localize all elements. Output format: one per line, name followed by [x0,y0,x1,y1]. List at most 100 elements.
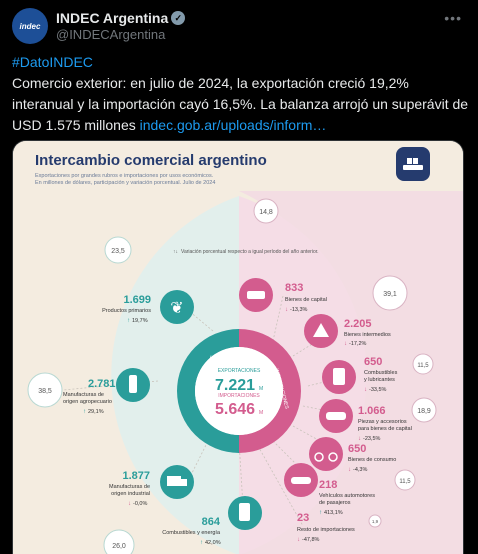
export-item-moa: 2.781 Manufacturas de origen agropecuari… [63,368,150,415]
import-label: Piezas y accesorios [358,419,407,425]
import-change: -17,2% [349,341,367,347]
export-item-primarios: ❦ 1.699 Productos primarios ↑ 19,7% [102,290,194,324]
bubble-14-8: 14,8 [259,209,273,216]
author-row: INDEC Argentina ✓ [56,10,186,26]
center-imp-label: IMPORTACIONES [218,393,260,399]
bubble-23-5: 23,5 [111,248,125,255]
post-image[interactable]: Intercambio comercial argentino Exportac… [12,140,464,554]
down-arrow-icon: ↓ [297,537,300,543]
author-handle[interactable]: @INDECArgentina [56,27,166,42]
center-imp-unit: M [259,410,263,416]
import-value: 1.066 [358,405,386,417]
center-exp-unit: M [259,386,263,392]
bicycle-icon [314,452,324,462]
export-label: Productos primarios [102,308,151,314]
share-bubbles: 14,8 23,5 39,1 38,5 11,5 18,9 11,5 26,0 … [27,198,437,554]
down-arrow-icon: ↓ [128,501,131,507]
import-change: -33,5% [369,387,387,393]
post-body: Comercio exterior: en julio de 2024, la … [12,75,469,133]
import-item-combustibles: 650 Combustibles y lubricantes ↓ -33,5% [322,356,398,394]
bubble-11-5-a: 11,5 [417,363,429,369]
center-exp-label: EXPORTACIONES [218,368,261,374]
more-icon[interactable]: ••• [444,10,462,26]
car-icon [291,477,311,484]
truck-icon [167,476,181,486]
import-change: 413,1% [324,510,343,516]
import-label-2: y lubricantes [364,377,395,383]
center-exp-value: 7.221 [215,377,255,394]
center-imp-value: 5.646 [215,401,255,418]
export-item-moi: 1.877 Manufacturas de origen industrial … [109,465,194,507]
import-label: Vehículos automotores [319,493,375,499]
export-change: 42,0% [205,540,221,546]
post-text: #DatoINDEC Comercio exterior: en julio d… [12,52,472,136]
up-arrow-icon: ↑ [200,540,203,546]
export-value: 1.877 [122,470,150,482]
export-label: Manufacturas de [109,484,150,490]
legend-note: Variación porcentual respecto a igual pe… [181,249,319,255]
down-arrow-icon: ↓ [344,341,347,347]
avatar-text: indec [19,21,41,31]
import-change: -23,5% [363,436,381,442]
tractor-icon [247,291,265,299]
avatar[interactable]: indec [12,8,48,44]
import-change: -47,8% [302,537,320,543]
verified-badge-icon: ✓ [171,11,186,25]
export-change: 19,7% [132,318,148,324]
export-label-2: origen agropecuario [63,399,112,405]
import-item-piezas: 1.066 Piezas y accesorios para bienes de… [319,399,412,442]
import-label: Resto de importaciones [297,527,355,533]
import-label: Bienes intermedios [344,332,391,338]
import-label: Bienes de consumo [348,457,396,463]
bottle-icon [129,375,137,393]
export-label: Manufacturas de [63,392,104,398]
import-label: Bienes de capital [285,297,327,303]
up-arrow-icon: ↑ [127,318,130,324]
import-label-2: para bienes de capital [358,426,412,432]
down-arrow-icon: ↓ [348,467,351,473]
import-value: 650 [348,443,366,455]
bubble-18-9: 18,9 [417,408,431,415]
import-label-2: de pasajeros [319,500,351,506]
import-label: Combustibles [364,370,398,376]
infographic-subtitle-1: Exportaciones por grandes rubros e impor… [35,173,214,179]
export-value: 2.781 [88,378,116,390]
bubble-38-5: 38,5 [38,388,52,395]
export-value: 864 [202,516,221,528]
ship-icon [403,158,423,170]
center-donut: EXPORTACIONES IMPORTACIONES EXPORTACIONE… [177,329,301,453]
export-value: 1.699 [123,294,151,306]
bubble-26-0: 26,0 [112,543,126,550]
import-value: 650 [364,356,382,368]
down-arrow-icon: ↓ [364,387,367,393]
fuel-pump-icon [333,368,345,385]
infographic-subtitle-2: En millones de dólares, participación y … [35,180,215,186]
export-item-energia: 864 Combustibles y energía ↑ 42,0% [162,496,262,546]
down-arrow-icon: ↓ [358,436,361,442]
import-value: 2.205 [344,318,372,330]
import-change: -4,3% [353,467,367,473]
import-item-consumo: 650 Bienes de consumo ↓ -4,3% [309,437,396,473]
infographic-title: Intercambio comercial argentino [35,152,267,169]
down-arrow-icon: ↓ [285,307,288,313]
bubble-11-5-b: 11,5 [399,479,411,485]
wheat-icon: ❦ [170,300,183,317]
author-name[interactable]: INDEC Argentina [56,10,169,26]
export-label: Combustibles y energía [162,530,221,536]
infographic: Intercambio comercial argentino Exportac… [13,141,463,554]
post-header: indec INDEC Argentina ✓ @INDECArgentina … [12,8,466,44]
parts-icon [326,412,346,420]
import-item-capital: 833 Bienes de capital ↓ -13,3% [239,278,327,313]
import-item-vehiculos: 218 Vehículos automotores de pasajeros ↑… [284,463,375,516]
post-link[interactable]: indec.gob.ar/uploads/inform… [139,117,327,133]
flask-icon [313,323,329,337]
export-change: -0,0% [133,501,147,507]
import-value: 833 [285,282,303,294]
import-item-intermedios: 2.205 Bienes intermedios ↓ -17,2% [304,314,391,348]
export-label-2: origen industrial [111,491,150,497]
export-change: 29,1% [88,409,104,415]
legend-arrows: ↑↓ [173,249,178,255]
hashtag-link[interactable]: #DatoINDEC [12,54,93,70]
import-value: 23 [297,512,309,524]
up-arrow-icon: ↑ [83,409,86,415]
